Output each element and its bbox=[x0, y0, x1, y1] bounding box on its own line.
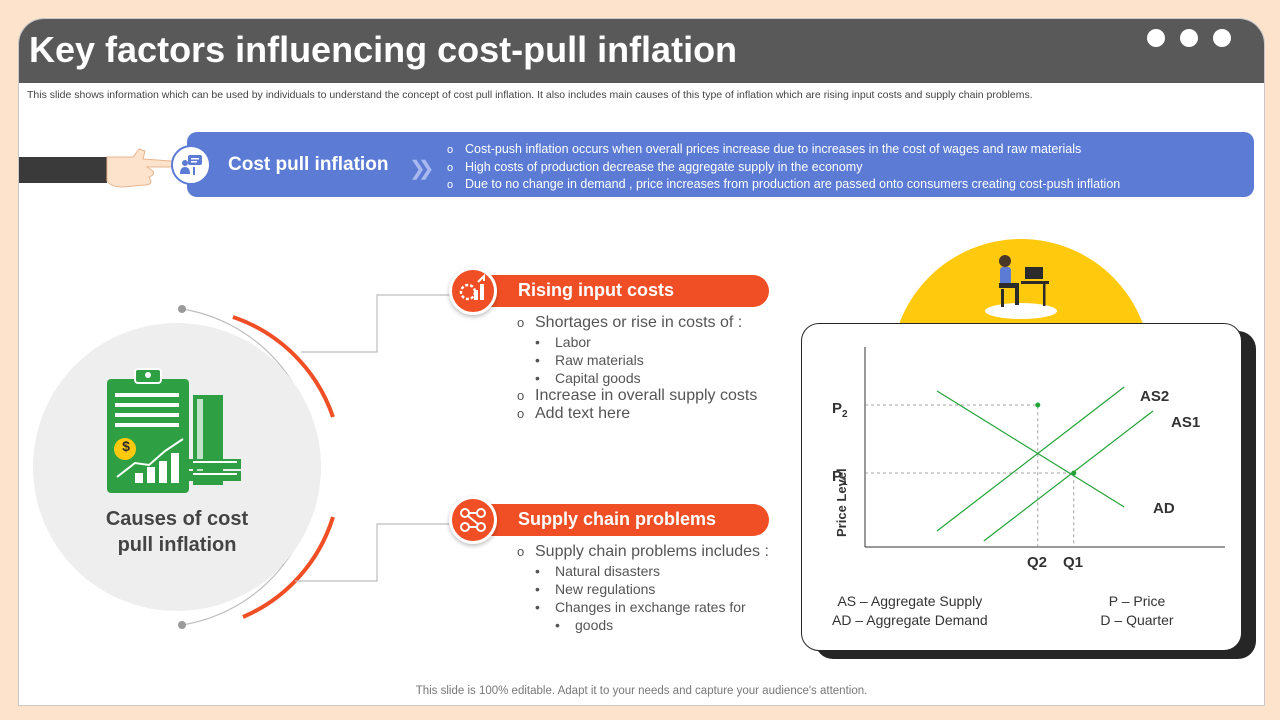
list-item: Supply chain problems includes : bbox=[517, 543, 769, 562]
presentation-icon bbox=[171, 145, 211, 185]
list-item: Labor bbox=[517, 333, 757, 351]
supply-chain-label: Supply chain problems bbox=[518, 509, 717, 529]
causes-title-line: Causes of cost bbox=[105, 508, 249, 530]
legend-entry: P – Price bbox=[1108, 593, 1166, 609]
footer-note: This slide is 100% editable. Adapt it to… bbox=[415, 685, 868, 697]
chart-card: Price Level P2 P1 Q2 Q1 AS2 AS1 AD AS – … bbox=[801, 323, 1242, 651]
banner-point: Cost-push inflation occurs when overall … bbox=[447, 141, 1120, 159]
series-label-as1: AS1 bbox=[1171, 414, 1200, 431]
legend-left: AS – Aggregate Supply AD – Aggregate Dem… bbox=[832, 592, 988, 630]
banner-points: Cost-push inflation occurs when overall … bbox=[447, 141, 1120, 194]
x-tick-label: Q1 bbox=[1063, 554, 1083, 571]
series-label-ad: AD bbox=[1153, 500, 1175, 517]
cost-gear-icon bbox=[449, 267, 497, 315]
series-line-as1 bbox=[983, 410, 1154, 542]
list-item: Add text here bbox=[517, 405, 757, 424]
dollar-coin-icon: $ bbox=[122, 438, 130, 454]
y-tick-subscript: 2 bbox=[842, 409, 848, 420]
causes-title-line: pull inflation bbox=[117, 534, 237, 556]
hand-sleeve bbox=[19, 157, 107, 183]
list-item: Changes in exchange rates for bbox=[517, 598, 769, 616]
guide-line bbox=[865, 472, 1075, 547]
list-item: Capital goods bbox=[517, 369, 757, 387]
slide-frame: Key factors influencing cost-pull inflat… bbox=[18, 18, 1265, 706]
rising-input-list: Shortages or rise in costs of : Labor Ra… bbox=[517, 314, 757, 424]
legend-entry: D – Quarter bbox=[1100, 612, 1174, 628]
list-item: Increase in overall supply costs bbox=[517, 387, 757, 406]
rising-input-pill bbox=[471, 275, 769, 307]
title-bar: Key factors influencing cost-pull inflat… bbox=[19, 19, 1264, 83]
list-item: New regulations bbox=[517, 580, 769, 598]
series-line-as2 bbox=[936, 386, 1125, 532]
window-dot-icon bbox=[1213, 29, 1231, 47]
supply-demand-chart: Price Level P2 P1 Q2 Q1 AS2 AS1 AD bbox=[832, 347, 1225, 571]
causes-title: Causes of cost pull inflation bbox=[77, 506, 277, 558]
list-item: goods bbox=[517, 616, 769, 634]
banner-point: Due to no change in demand , price incre… bbox=[447, 176, 1120, 194]
equilibrium-point bbox=[1071, 470, 1077, 476]
slide-subtitle: This slide shows information which can b… bbox=[27, 89, 1033, 101]
banner-title: Cost pull inflation bbox=[228, 154, 389, 175]
window-dot-icon bbox=[1147, 29, 1165, 47]
y-tick-letter: P bbox=[832, 468, 842, 485]
supply-chain-pill bbox=[471, 504, 769, 536]
connector-lines bbox=[178, 294, 459, 629]
y-tick-subscript: 1 bbox=[842, 477, 848, 488]
legend-entry: AS – Aggregate Supply bbox=[837, 593, 983, 609]
y-tick-label: P1 bbox=[832, 468, 848, 488]
legend-entry: AD – Aggregate Demand bbox=[832, 612, 988, 628]
rising-input-label: Rising input costs bbox=[518, 280, 675, 300]
y-tick-letter: P bbox=[832, 400, 842, 417]
list-item: Shortages or rise in costs of : bbox=[517, 314, 757, 333]
list-item: Natural disasters bbox=[517, 562, 769, 580]
person-at-desk-icon bbox=[985, 255, 1057, 319]
banner-point: High costs of production decrease the ag… bbox=[447, 159, 1120, 177]
y-axis-label: Price Level bbox=[834, 468, 849, 537]
network-icon bbox=[449, 496, 497, 544]
list-item: Raw materials bbox=[517, 351, 757, 369]
supply-chain-list: Supply chain problems includes : Natural… bbox=[517, 543, 769, 634]
legend-right: P – Price D – Quarter bbox=[1082, 592, 1192, 630]
equilibrium-point bbox=[1035, 402, 1041, 408]
series-label-as2: AS2 bbox=[1140, 388, 1169, 405]
clipboard-growth-icon bbox=[107, 368, 241, 493]
slide-title: Key factors influencing cost-pull inflat… bbox=[29, 29, 738, 70]
y-tick-label: P2 bbox=[832, 400, 848, 420]
window-dot-icon bbox=[1180, 29, 1198, 47]
guide-line bbox=[865, 404, 1039, 547]
x-tick-label: Q2 bbox=[1027, 554, 1047, 571]
series-line-ad bbox=[936, 390, 1125, 508]
